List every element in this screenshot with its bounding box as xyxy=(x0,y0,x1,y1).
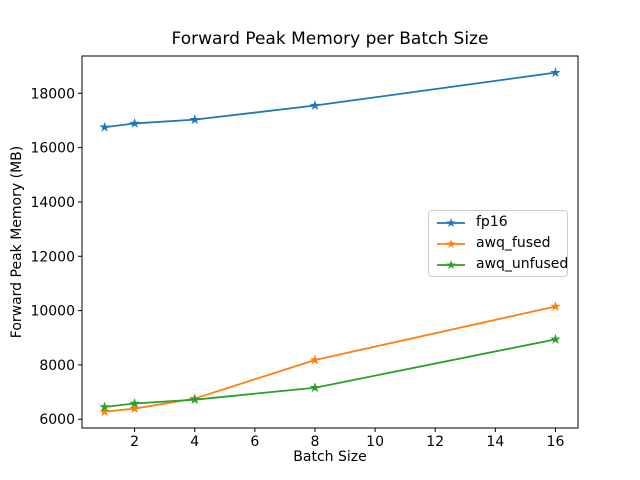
y-tick-label: 14000 xyxy=(30,195,75,211)
series-marker-awq_unfused xyxy=(550,333,561,344)
x-tick-label: 4 xyxy=(190,434,199,450)
legend-line-marker-fp16 xyxy=(437,217,465,227)
legend-label: awq_fused xyxy=(476,235,551,251)
series-marker-awq_fused xyxy=(129,403,140,414)
series-line-awq_fused xyxy=(103,305,557,413)
series-marker-awq_unfused xyxy=(129,397,140,408)
y-tick-label: 6000 xyxy=(39,412,75,428)
legend-label: fp16 xyxy=(476,214,508,230)
x-tick-label: 8 xyxy=(311,434,320,450)
series-marker-awq_fused xyxy=(99,406,110,417)
legend-line-marker-awq_fused xyxy=(437,238,465,248)
series-line-fp16 xyxy=(103,71,557,129)
series-marker-fp16 xyxy=(309,100,321,110)
series-marker-fp16 xyxy=(189,114,200,125)
legend-line-marker-awq_unfused xyxy=(437,259,465,269)
legend-sample-star-icon xyxy=(446,259,456,269)
y-tick-label: 8000 xyxy=(39,358,75,374)
x-tick-label: 6 xyxy=(250,434,259,450)
y-tick-label: 16000 xyxy=(30,141,75,157)
legend-label: awq_unfused xyxy=(476,256,569,272)
x-tick-label: 16 xyxy=(547,434,565,450)
y-tick-label: 10000 xyxy=(30,304,75,320)
series-marker-awq_fused xyxy=(550,301,561,311)
plot-frame xyxy=(81,55,579,429)
legend: fp16 awq_fused awq_unfused xyxy=(428,210,568,277)
series-marker-fp16 xyxy=(550,67,561,78)
legend-item-awq_fused: awq_fused xyxy=(429,233,567,254)
legend-item-awq_unfused: awq_unfused xyxy=(429,254,569,275)
legend-sample-star-icon xyxy=(446,217,456,227)
y-axis-label: Forward Peak Memory (MB) xyxy=(9,145,25,339)
series-marker-fp16 xyxy=(129,117,140,128)
series-marker-awq_unfused xyxy=(189,394,200,405)
y-tick-label: 12000 xyxy=(30,249,75,265)
series-marker-fp16 xyxy=(99,121,110,132)
chart-title: Forward Peak Memory per Batch Size xyxy=(171,29,489,49)
legend-sample-star-icon xyxy=(446,238,456,248)
series-line-awq_unfused xyxy=(103,338,557,408)
series-marker-awq_fused xyxy=(309,354,321,365)
y-tick-label: 18000 xyxy=(30,86,75,102)
series-marker-awq_unfused xyxy=(309,382,321,393)
x-axis-label: Batch Size xyxy=(293,449,367,465)
x-tick-label: 14 xyxy=(486,434,504,450)
x-tick-label: 10 xyxy=(366,434,384,450)
x-tick-label: 12 xyxy=(426,434,444,450)
series-marker-awq_unfused xyxy=(99,401,110,412)
x-tick-label: 2 xyxy=(130,434,139,450)
legend-item-fp16: fp16 xyxy=(429,212,567,233)
